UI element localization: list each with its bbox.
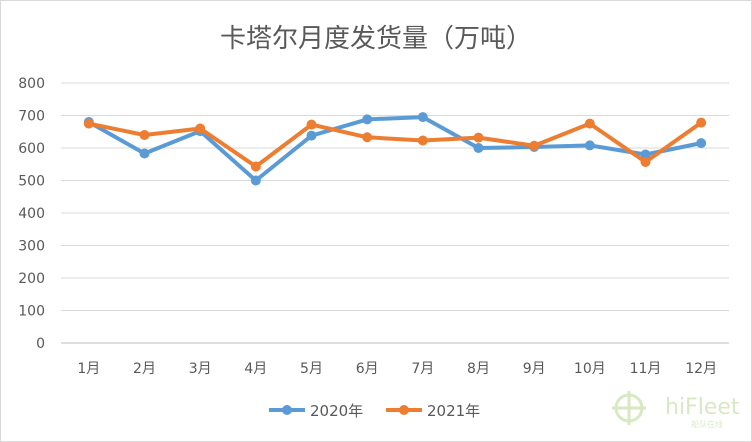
- legend-label: 2020年: [310, 402, 363, 420]
- data-point: [529, 140, 540, 151]
- x-tick-label: 10月: [574, 361, 606, 377]
- y-tick-label: 800: [18, 76, 45, 92]
- y-tick-label: 100: [18, 304, 45, 320]
- watermark: hiFleet 船队在线: [612, 391, 740, 429]
- grid-lines: [61, 82, 729, 344]
- y-axis-ticks: 0 100 200 300 400 500 600 700 800: [18, 76, 45, 352]
- legend-swatch-marker: [399, 405, 409, 415]
- x-tick-label: 2月: [133, 361, 156, 377]
- data-point: [195, 123, 206, 134]
- y-tick-label: 600: [18, 141, 45, 157]
- data-point: [417, 112, 428, 123]
- data-point: [250, 161, 261, 172]
- x-axis-ticks: 1月 2月 3月 4月 5月 6月 7月 8月 9月 10月 11月 12月: [77, 361, 717, 377]
- series-group: [83, 112, 707, 186]
- data-point: [417, 135, 428, 146]
- y-tick-label: 200: [18, 271, 45, 287]
- x-tick-label: 7月: [411, 361, 434, 377]
- x-tick-label: 8月: [467, 361, 490, 377]
- data-point: [640, 149, 651, 160]
- y-tick-label: 700: [18, 109, 45, 125]
- data-point: [584, 140, 595, 151]
- data-point: [362, 114, 373, 125]
- y-tick-label: 400: [18, 206, 45, 222]
- watermark-brand: hiFleet: [665, 395, 740, 420]
- data-point: [139, 130, 150, 140]
- data-point: [473, 143, 484, 153]
- x-tick-label: 5月: [300, 361, 323, 377]
- y-tick-label: 0: [36, 336, 45, 352]
- y-tick-label: 300: [18, 239, 45, 255]
- data-point: [640, 156, 651, 167]
- data-point: [139, 148, 150, 159]
- data-point: [306, 119, 317, 130]
- data-point: [696, 117, 707, 128]
- x-tick-label: 6月: [356, 361, 379, 377]
- crosshair-globe-icon: [612, 391, 646, 425]
- series-line-1: [86, 115, 704, 183]
- legend: 2020年 2021年: [269, 402, 480, 420]
- x-tick-label: 4月: [244, 361, 267, 377]
- y-tick-label: 500: [18, 174, 45, 190]
- chart-title: 卡塔尔月度发货量（万吨）: [220, 24, 532, 54]
- x-tick-label: 3月: [189, 361, 212, 377]
- data-point: [584, 118, 595, 129]
- legend-swatch-marker: [282, 405, 292, 415]
- x-tick-label: 11月: [630, 361, 662, 377]
- data-point: [696, 138, 707, 149]
- x-tick-label: 1月: [77, 361, 100, 377]
- watermark-sub: 船队在线: [691, 419, 723, 429]
- data-point: [473, 132, 484, 143]
- x-tick-label: 9月: [523, 361, 546, 377]
- series-line-2: [86, 120, 704, 169]
- data-point: [306, 130, 317, 141]
- data-point: [250, 175, 261, 186]
- legend-label: 2021年: [427, 402, 480, 420]
- x-tick-label: 12月: [685, 361, 717, 377]
- data-point: [83, 118, 94, 129]
- data-point: [362, 132, 373, 143]
